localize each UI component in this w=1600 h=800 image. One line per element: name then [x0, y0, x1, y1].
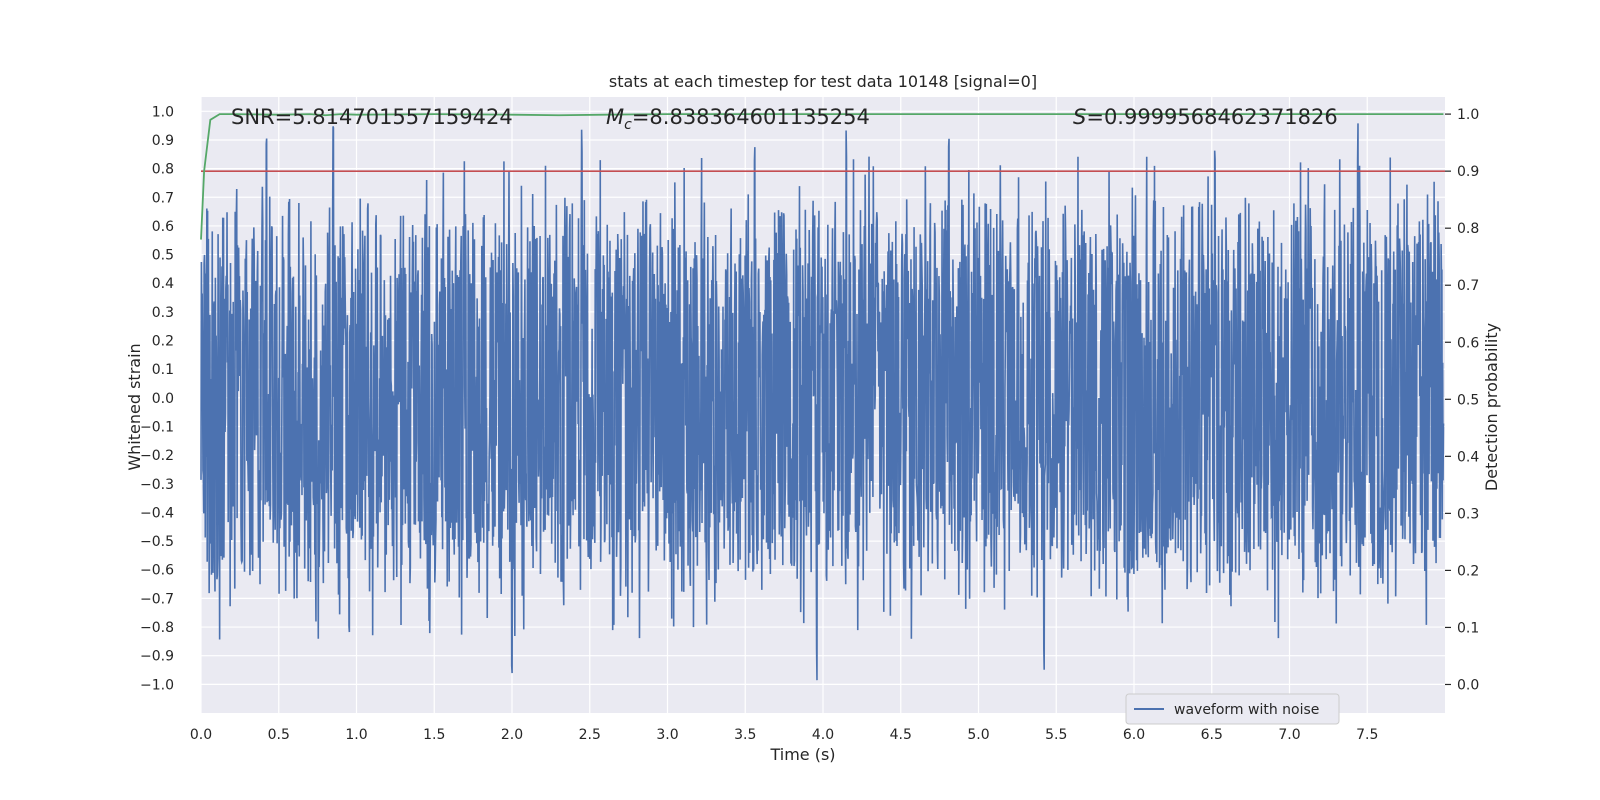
x-tick-label: 0.0	[190, 727, 212, 743]
score-value: =0.9999568462371826	[1086, 105, 1337, 129]
y2-axis-label: Detection probability	[1482, 323, 1501, 491]
x-tick-label: 1.0	[345, 727, 367, 743]
y-tick-label: 0.6	[152, 219, 174, 235]
x-tick-label: 3.0	[656, 727, 678, 743]
y2-tick-label: 0.2	[1457, 563, 1479, 579]
x-tick-label: 4.5	[890, 727, 912, 743]
y-tick-label: −0.8	[140, 620, 174, 636]
y2-tick-label: 0.6	[1457, 335, 1479, 351]
y-tick-label: 0.9	[152, 133, 174, 149]
x-tick-label: 0.5	[268, 727, 290, 743]
y-tick-label: −0.5	[140, 534, 174, 550]
y2-tick-label: 0.3	[1457, 506, 1479, 522]
x-tick-label: 4.0	[812, 727, 834, 743]
y-tick-label: −0.9	[140, 649, 174, 665]
y2-tick-label: 0.1	[1457, 620, 1479, 636]
y-tick-label: −0.6	[140, 563, 174, 579]
legend: waveform with noise	[1125, 693, 1340, 725]
y2-tick-label: 0.0	[1457, 677, 1479, 693]
y-tick-label: 0.7	[152, 190, 174, 206]
y-tick-label: −0.7	[140, 591, 174, 607]
legend-label: waveform with noise	[1174, 702, 1319, 718]
x-tick-label: 2.0	[501, 727, 523, 743]
x-tick-label: 6.5	[1201, 727, 1223, 743]
chirp-mass-value: =8.838364601135254	[632, 105, 870, 129]
x-tick-label: 3.5	[734, 727, 756, 743]
x-tick-label: 6.0	[1123, 727, 1145, 743]
x-tick-label: 5.5	[1045, 727, 1067, 743]
x-axis-ticks: 0.0 0.5 1.0 1.5 2.0 2.5 3.0 3.5 4.0 4.5 5.0 5.5 6.0 6…	[190, 727, 1379, 743]
y-tick-label: 0.8	[152, 162, 174, 178]
y-tick-label: 0.2	[152, 334, 174, 350]
x-tick-label: 7.0	[1278, 727, 1300, 743]
snr-annotation: SNR=5.814701557159424	[231, 105, 513, 129]
y-tick-label: 0.3	[152, 305, 174, 321]
detection-probability-line	[200, 113, 1444, 240]
y2-tick-label: 0.4	[1457, 449, 1479, 465]
y2-tick-label: 0.9	[1457, 164, 1479, 180]
y-tick-label: 1.0	[152, 104, 174, 120]
x-tick-label: 2.5	[579, 727, 601, 743]
y2-tick-label: 1.0	[1457, 107, 1479, 123]
chirp-mass-subscript: c	[624, 117, 632, 133]
y2-tick-label: 0.7	[1457, 278, 1479, 294]
chirp-mass-annotation: Mc=8.838364601135254	[606, 105, 870, 133]
y-axis-label: Whitened strain	[125, 343, 144, 470]
y-tick-label: −0.1	[140, 419, 174, 435]
x-tick-label: 1.5	[423, 727, 445, 743]
y-tick-label: −0.4	[140, 505, 174, 521]
waveform-series-line	[200, 123, 1445, 681]
x-tick-label: 5.0	[967, 727, 989, 743]
y-tick-label: −0.3	[140, 477, 174, 493]
y-axis-ticks: 1.0 0.9 0.8 0.7 0.6 0.5 0.4 0.3 0.2 0.1 0.0 −0.1 −0.…	[140, 104, 174, 693]
chart-title: stats at each timestep for test data 101…	[609, 72, 1037, 91]
y-tick-label: 0.1	[152, 362, 174, 378]
y2-tick-label: 0.8	[1457, 221, 1479, 237]
y2-axis-ticks: 1.0 0.9 0.8 0.7 0.6 0.5 0.4 0.3 0.2 0.1 0.0	[1445, 107, 1479, 693]
score-symbol: S	[1073, 105, 1086, 129]
legend-box	[1125, 693, 1340, 725]
chirp-mass-symbol: M	[606, 105, 624, 129]
y-tick-label: 0.5	[152, 248, 174, 264]
x-tick-label: 7.5	[1356, 727, 1378, 743]
y-tick-label: −1.0	[140, 677, 174, 693]
y-tick-label: 0.4	[152, 276, 174, 292]
y2-tick-label: 0.5	[1457, 392, 1479, 408]
y-tick-label: −0.2	[140, 448, 174, 464]
x-axis-label: Time (s)	[769, 745, 835, 764]
score-annotation: S=0.9999568462371826	[1073, 105, 1338, 129]
y-tick-label: 0.0	[152, 391, 174, 407]
